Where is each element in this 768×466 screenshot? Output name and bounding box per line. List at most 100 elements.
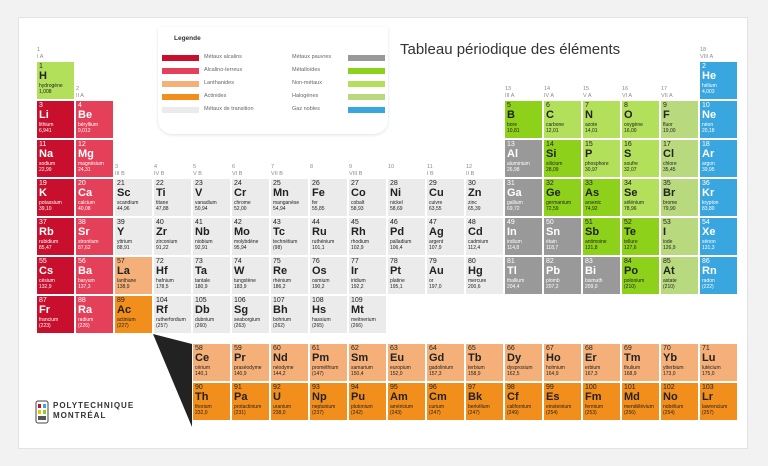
- element-al[interactable]: 13 Al aluminium 26,98: [505, 140, 542, 177]
- element-ba[interactable]: 56 Ba baryum 137,3: [76, 257, 113, 294]
- element-tl[interactable]: 81 Tl thallium 204,4: [505, 257, 542, 294]
- element-tc[interactable]: 43 Tc technétium (98): [271, 218, 308, 255]
- element-ne[interactable]: 10 Ne néon 20,18: [700, 101, 737, 138]
- element-li[interactable]: 3 Li lithium 6,941: [37, 101, 74, 138]
- element-mt[interactable]: 109 Mt meitnerium (266): [349, 296, 386, 333]
- element-np[interactable]: 93 Np neptunium (237): [310, 383, 347, 420]
- element-co[interactable]: 27 Co cobalt 58,93: [349, 179, 386, 216]
- element-sc[interactable]: 21 Sc scandium 44,96: [115, 179, 152, 216]
- element-rf[interactable]: 104 Rf rutherfordium (257): [154, 296, 191, 333]
- element-sn[interactable]: 50 Sn étain 118,7: [544, 218, 581, 255]
- element-in[interactable]: 49 In indium 114,8: [505, 218, 542, 255]
- element-au[interactable]: 79 Au or 197,0: [427, 257, 464, 294]
- element-pb[interactable]: 82 Pb plomb 207,2: [544, 257, 581, 294]
- element-bi[interactable]: 83 Bi bismuth 209,0: [583, 257, 620, 294]
- element-nb[interactable]: 41 Nb niobium 92,91: [193, 218, 230, 255]
- element-cf[interactable]: 98 Cf californium (249): [505, 383, 542, 420]
- element-na[interactable]: 11 Na sodium 22,99: [37, 140, 74, 177]
- element-bk[interactable]: 97 Bk berkélium (247): [466, 383, 503, 420]
- element-xe[interactable]: 54 Xe xénon 131,3: [700, 218, 737, 255]
- element-zn[interactable]: 30 Zn zinc 65,39: [466, 179, 503, 216]
- element-lr[interactable]: 103 Lr lawrencium (257): [700, 383, 737, 420]
- element-cl[interactable]: 17 Cl chlore 35,45: [661, 140, 698, 177]
- element-sr[interactable]: 38 Sr strontium 87,62: [76, 218, 113, 255]
- element-ac[interactable]: 89 Ac actinium (227): [115, 296, 152, 333]
- element-hg[interactable]: 80 Hg mercure 200,6: [466, 257, 503, 294]
- element-sg[interactable]: 106 Sg seaborgium (263): [232, 296, 269, 333]
- element-mn[interactable]: 25 Mn manganèse 54,94: [271, 179, 308, 216]
- element-cu[interactable]: 29 Cu cuivre 63,55: [427, 179, 464, 216]
- element-md[interactable]: 101 Md mendélévium (256): [622, 383, 659, 420]
- element-ti[interactable]: 22 Ti titane 47,88: [154, 179, 191, 216]
- element-db[interactable]: 105 Db dubnium (260): [193, 296, 230, 333]
- element-tm[interactable]: 69 Tm thulium 168,9: [622, 344, 659, 381]
- element-fe[interactable]: 26 Fe fer 55,85: [310, 179, 347, 216]
- element-ra[interactable]: 88 Ra radium (226): [76, 296, 113, 333]
- element-rn[interactable]: 86 Rn radon (222): [700, 257, 737, 294]
- element-ga[interactable]: 31 Ga gallium 69,72: [505, 179, 542, 216]
- element-ag[interactable]: 47 Ag argent 107,9: [427, 218, 464, 255]
- element-cd[interactable]: 48 Cd cadmium 112,4: [466, 218, 503, 255]
- element-he[interactable]: 2 He hélium 4,003: [700, 62, 737, 99]
- element-mo[interactable]: 42 Mo molybdène 95,94: [232, 218, 269, 255]
- element-pd[interactable]: 46 Pd palladium 106,4: [388, 218, 425, 255]
- element-dy[interactable]: 66 Dy dysprosium 162,5: [505, 344, 542, 381]
- element-pm[interactable]: 61 Pm prométhium (147): [310, 344, 347, 381]
- element-cm[interactable]: 96 Cm curium (247): [427, 383, 464, 420]
- element-ir[interactable]: 77 Ir iridium 192,2: [349, 257, 386, 294]
- element-fr[interactable]: 87 Fr francium (223): [37, 296, 74, 333]
- element-po[interactable]: 84 Po polonium (210): [622, 257, 659, 294]
- element-ge[interactable]: 32 Ge germanium 72,59: [544, 179, 581, 216]
- element-ta[interactable]: 73 Ta tantale 180,9: [193, 257, 230, 294]
- element-br[interactable]: 35 Br brome 79,90: [661, 179, 698, 216]
- element-si[interactable]: 14 Si silicium 28,09: [544, 140, 581, 177]
- element-te[interactable]: 52 Te tellure 127,6: [622, 218, 659, 255]
- element-hf[interactable]: 72 Hf hafnium 178,5: [154, 257, 191, 294]
- element-sm[interactable]: 62 Sm samarium 150,4: [349, 344, 386, 381]
- element-nd[interactable]: 60 Nd néodyme 144,2: [271, 344, 308, 381]
- element-cs[interactable]: 55 Cs césium 132,9: [37, 257, 74, 294]
- element-yb[interactable]: 70 Yb ytterbium 173,0: [661, 344, 698, 381]
- element-bh[interactable]: 107 Bh bohrium (262): [271, 296, 308, 333]
- element-ar[interactable]: 18 Ar argon 39,95: [700, 140, 737, 177]
- element-kr[interactable]: 36 Kr krypton 83,80: [700, 179, 737, 216]
- element-be[interactable]: 4 Be béryllium 9,012: [76, 101, 113, 138]
- element-pu[interactable]: 94 Pu plutonium (242): [349, 383, 386, 420]
- element-th[interactable]: 90 Th thorium 232,0: [193, 383, 230, 420]
- element-os[interactable]: 76 Os osmium 190,2: [310, 257, 347, 294]
- element-ho[interactable]: 67 Ho holmium 164,9: [544, 344, 581, 381]
- element-pa[interactable]: 91 Pa protactinium (231): [232, 383, 269, 420]
- element-se[interactable]: 34 Se sélénium 78,96: [622, 179, 659, 216]
- element-no[interactable]: 102 No nobélium (254): [661, 383, 698, 420]
- element-es[interactable]: 99 Es einsteinium (254): [544, 383, 581, 420]
- element-hs[interactable]: 108 Hs hassium (265): [310, 296, 347, 333]
- element-as[interactable]: 33 As arsenic 74,92: [583, 179, 620, 216]
- element-cr[interactable]: 24 Cr chrome 52,00: [232, 179, 269, 216]
- element-zr[interactable]: 40 Zr zirconium 91,22: [154, 218, 191, 255]
- element-rh[interactable]: 45 Rh rhodium 102,9: [349, 218, 386, 255]
- element-rb[interactable]: 37 Rb rubidium 85,47: [37, 218, 74, 255]
- element-eu[interactable]: 63 Eu europium 152,0: [388, 344, 425, 381]
- element-ca[interactable]: 20 Ca calcium 40,08: [76, 179, 113, 216]
- element-ce[interactable]: 58 Ce cérium 140,1: [193, 344, 230, 381]
- element-sb[interactable]: 51 Sb antimoine 121,8: [583, 218, 620, 255]
- element-re[interactable]: 75 Re rhénium 186,2: [271, 257, 308, 294]
- element-at[interactable]: 85 At astate (210): [661, 257, 698, 294]
- element-ru[interactable]: 44 Ru ruthénium 101,1: [310, 218, 347, 255]
- element-gd[interactable]: 64 Gd gadolinium 157,3: [427, 344, 464, 381]
- element-ni[interactable]: 28 Ni nickel 58,69: [388, 179, 425, 216]
- element-am[interactable]: 95 Am américium (243): [388, 383, 425, 420]
- element-tb[interactable]: 65 Tb terbium 158,9: [466, 344, 503, 381]
